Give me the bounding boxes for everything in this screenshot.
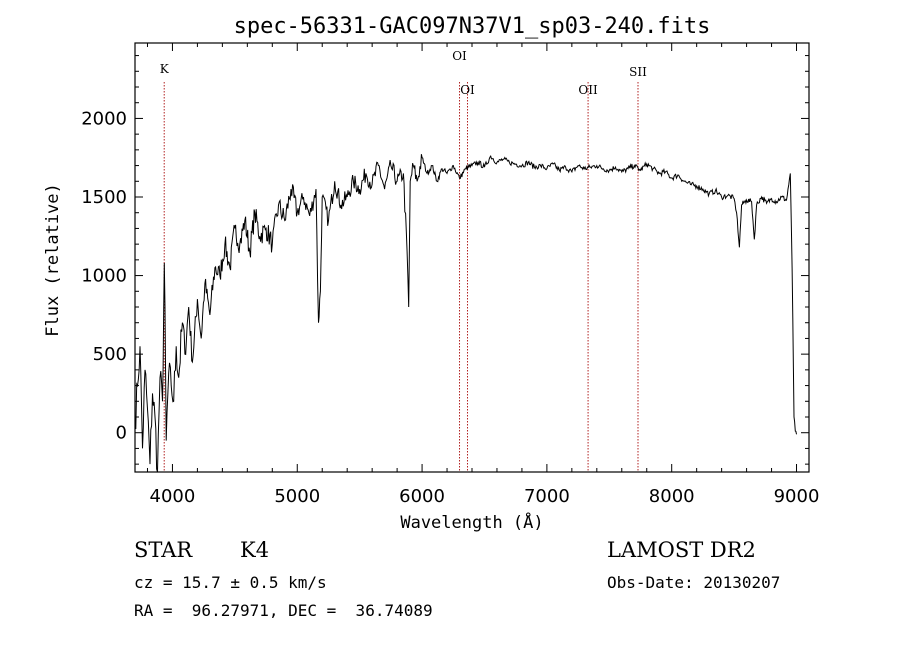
x-tick-label: 7000 [524,486,570,507]
spectral-line-label: OI [452,49,467,63]
x-tick-label: 8000 [649,486,695,507]
x-tick-label: 9000 [774,486,820,507]
spectral-line-label: OI [460,83,475,97]
x-tick-label: 4000 [150,486,196,507]
y-axis-label: Flux (relative) [43,183,63,337]
chart-title: spec-56331-GAC097N37V1_sp03-240.fits [234,14,711,39]
x-axis-label: Wavelength (Å) [400,511,543,533]
plot-frame [134,42,810,473]
plot-area: 4000 5000 6000 7000 8000 9000 0 500 1000 1500 2000… [81,42,820,507]
y-tick-label: 1000 [81,266,127,287]
y-tick-label: 2000 [81,108,127,129]
survey-name: LAMOST DR2 [607,538,756,562]
spectral-line-label: OII [578,83,598,97]
y-tick-label: 0 [116,423,127,444]
y-tick-label: 1500 [81,187,127,208]
coordinates: RA = 96.27971, DEC = 36.74089 [134,601,433,620]
obs-date: Obs-Date: 20130207 [607,573,781,592]
spectral-line-label: SII [629,65,647,79]
object-class: STAR [134,538,193,562]
x-tick-label: 5000 [274,486,320,507]
spectral-line-label: K [160,62,170,76]
redshift-cz: cz = 15.7 ± 0.5 km/s [134,573,327,592]
y-tick-label: 500 [93,344,127,365]
object-subclass: K4 [240,538,270,562]
spectrum-series-line [134,154,797,473]
x-tick-label: 6000 [399,486,445,507]
